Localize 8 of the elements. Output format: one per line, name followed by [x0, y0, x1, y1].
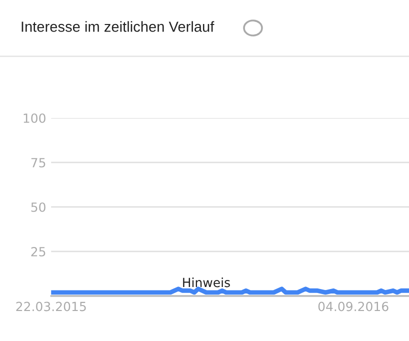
y-tick-label: 50	[31, 202, 46, 212]
x-tick-label: 04.09.2016	[318, 302, 388, 312]
annotation: Hinweis	[183, 278, 230, 288]
x-tick-label: 22.03.2015	[16, 302, 86, 312]
chart-title: Interesse im zeitlichen Verlauf	[22, 21, 214, 32]
y-tick-label: 100	[24, 113, 46, 123]
y-tick-label: 75	[31, 158, 46, 168]
y-tick-label: 25	[31, 246, 46, 256]
